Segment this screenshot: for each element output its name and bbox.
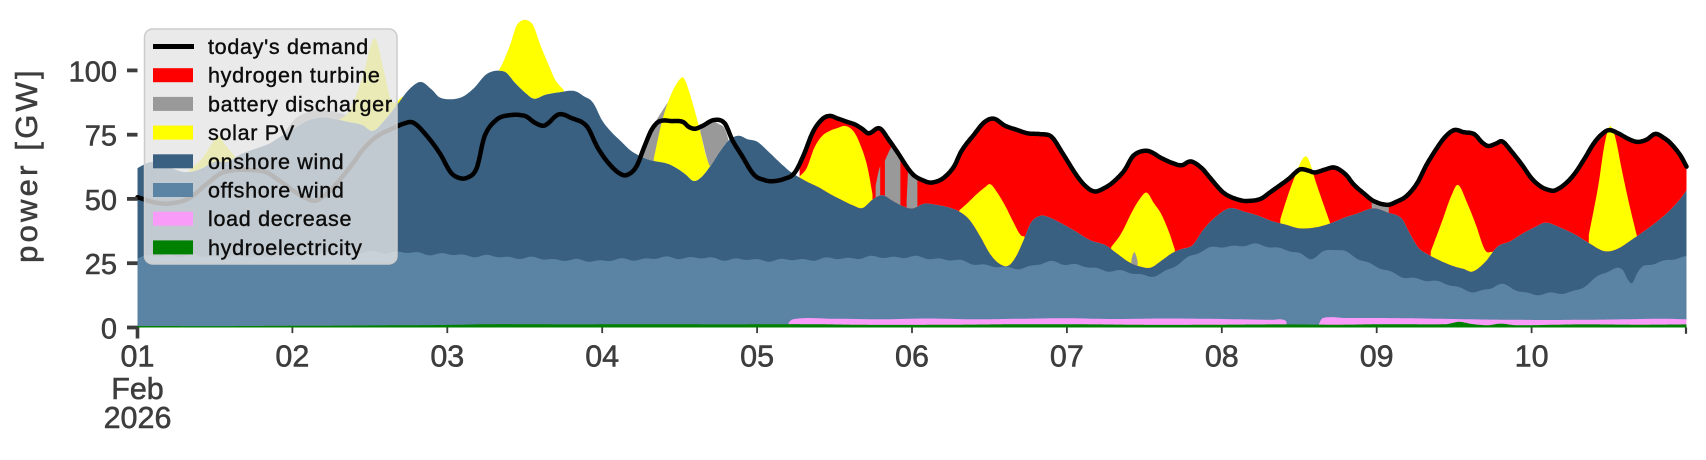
svg-text:100: 100 bbox=[69, 56, 117, 88]
svg-text:battery discharger: battery discharger bbox=[208, 92, 393, 116]
svg-text:power [GW]: power [GW] bbox=[9, 67, 44, 263]
svg-text:75: 75 bbox=[85, 121, 117, 153]
svg-text:03: 03 bbox=[430, 340, 464, 374]
svg-text:50: 50 bbox=[85, 185, 117, 217]
svg-text:onshore wind: onshore wind bbox=[208, 150, 344, 174]
svg-text:Feb: Feb bbox=[111, 372, 164, 406]
svg-text:10: 10 bbox=[1515, 340, 1549, 374]
svg-text:hydroelectricity: hydroelectricity bbox=[208, 236, 363, 260]
svg-text:2026: 2026 bbox=[104, 401, 172, 435]
svg-text:09: 09 bbox=[1360, 340, 1394, 374]
svg-text:04: 04 bbox=[585, 340, 619, 374]
svg-text:07: 07 bbox=[1050, 340, 1084, 374]
svg-text:offshore wind: offshore wind bbox=[208, 179, 345, 203]
svg-text:06: 06 bbox=[895, 340, 929, 374]
svg-text:0: 0 bbox=[101, 314, 117, 346]
svg-text:01: 01 bbox=[121, 340, 155, 374]
svg-text:05: 05 bbox=[740, 340, 774, 374]
svg-text:today's demand: today's demand bbox=[208, 35, 369, 59]
svg-text:25: 25 bbox=[85, 249, 117, 281]
svg-text:08: 08 bbox=[1205, 340, 1239, 374]
svg-text:solar PV: solar PV bbox=[208, 121, 295, 145]
svg-text:hydrogen turbine: hydrogen turbine bbox=[208, 64, 381, 88]
svg-text:02: 02 bbox=[275, 340, 309, 374]
svg-text:load decrease: load decrease bbox=[208, 207, 352, 231]
